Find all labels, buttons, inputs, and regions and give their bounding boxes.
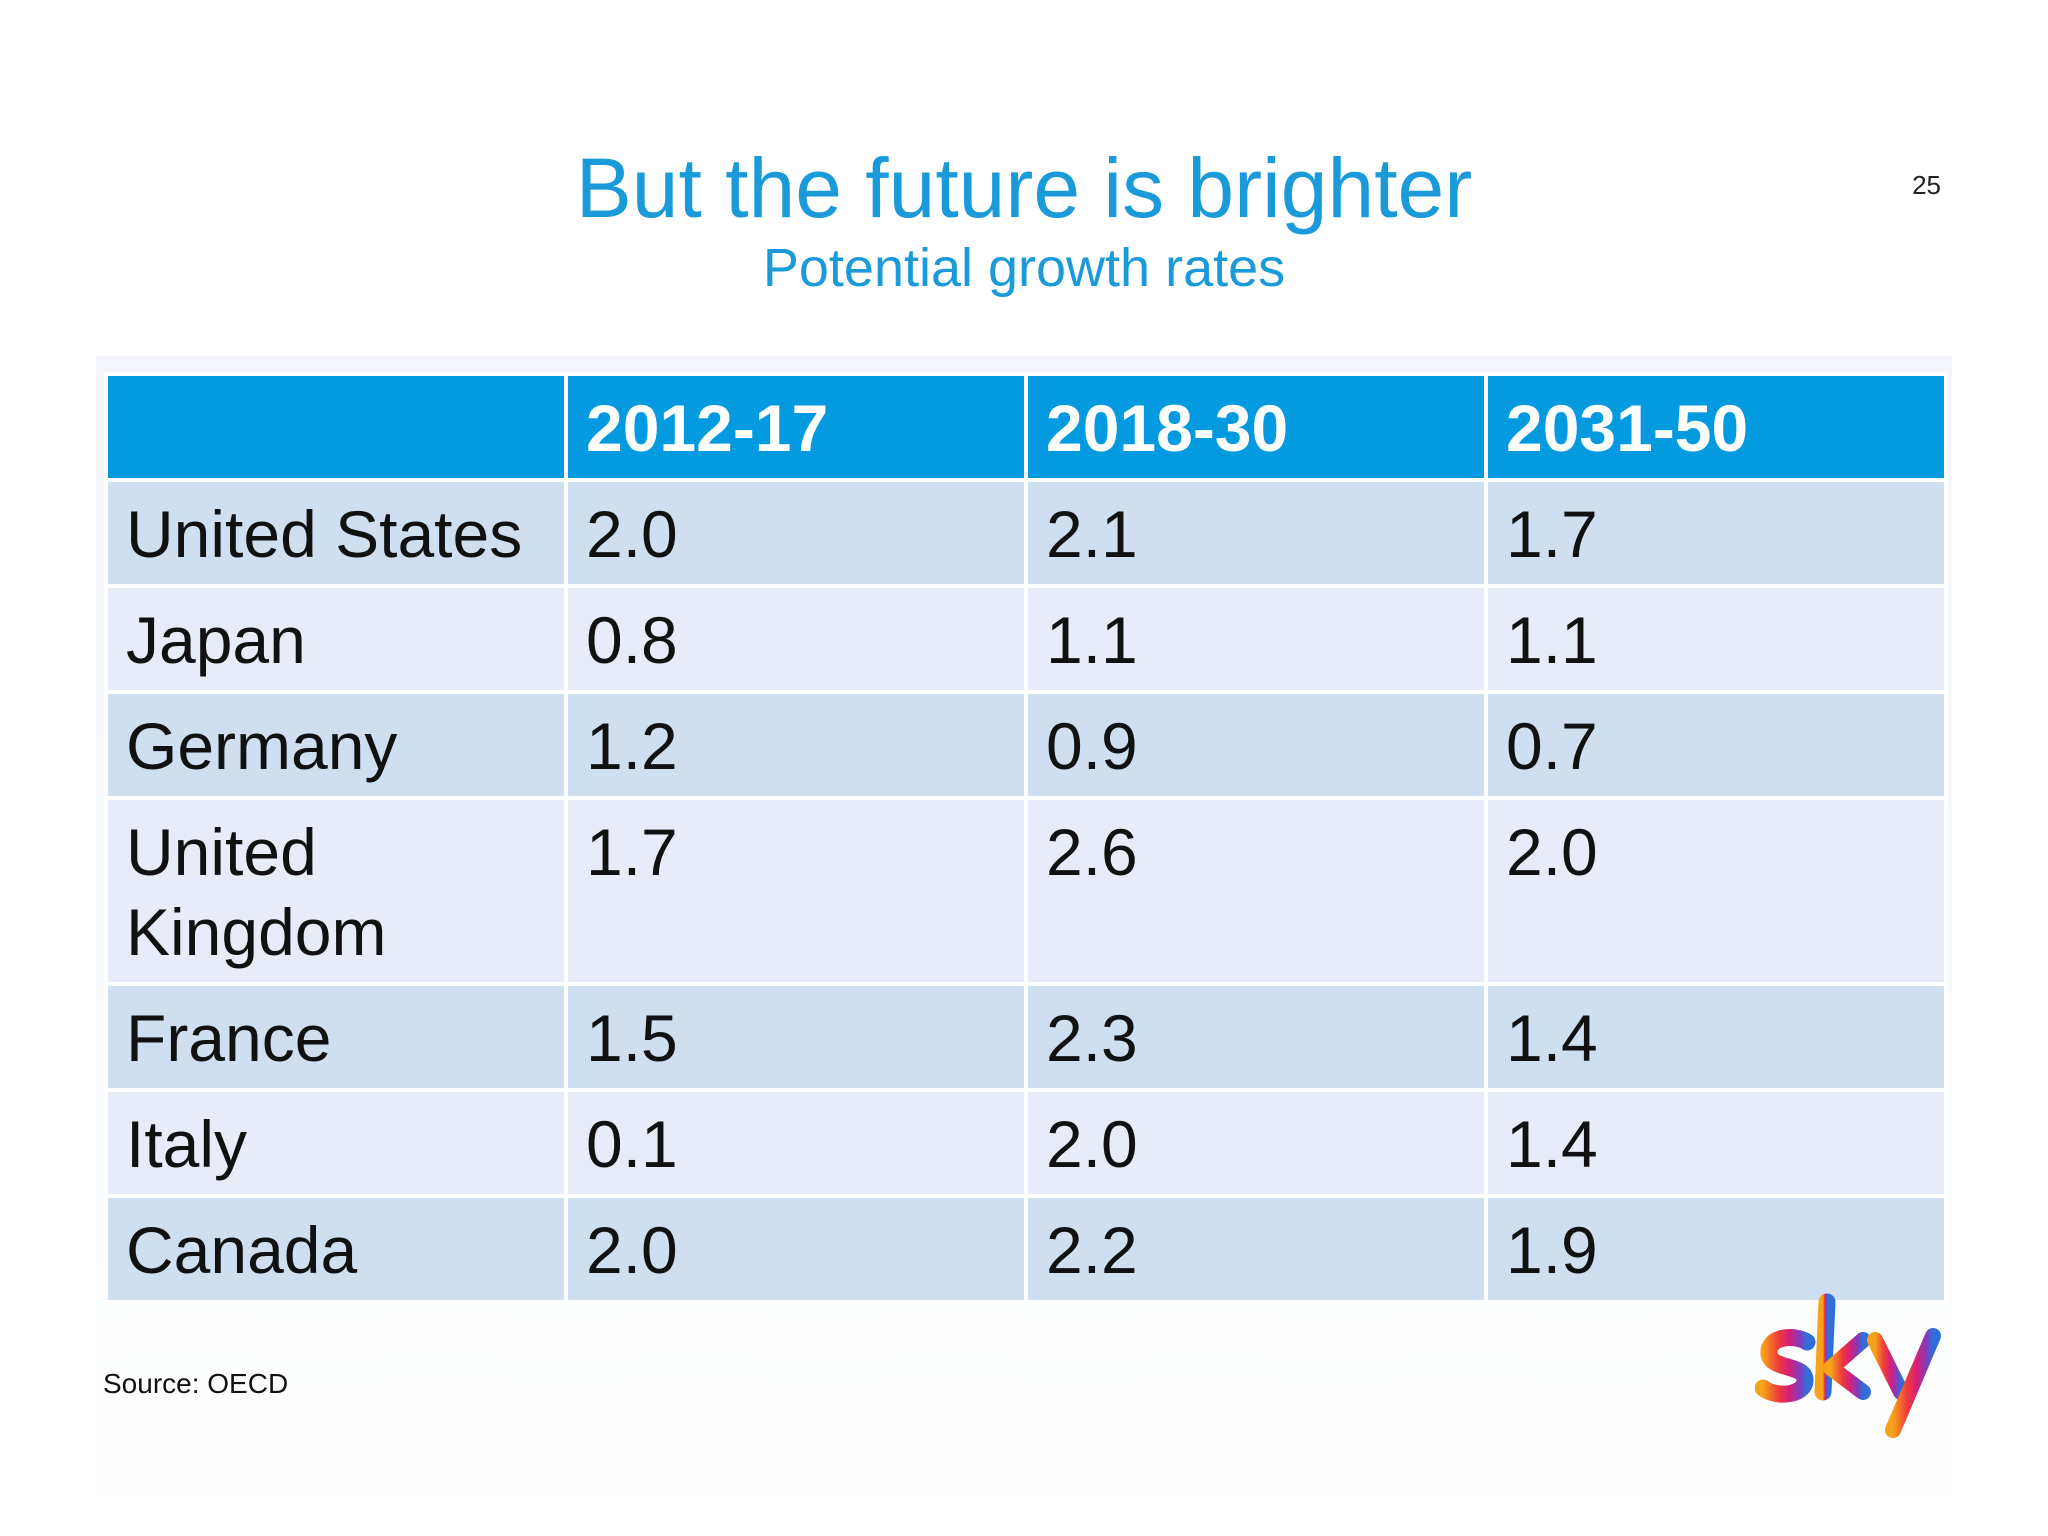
value-cell: 2.6 [1024, 796, 1488, 986]
country-cell: Japan [104, 584, 568, 694]
value-cell: 1.1 [1484, 584, 1948, 694]
value-cell: 2.0 [564, 1194, 1028, 1304]
source-note: Source: OECD [103, 1368, 289, 1399]
value-cell: 1.5 [564, 982, 1028, 1092]
country-cell: United States [104, 478, 568, 588]
header-cell-2012-17: 2012-17 [564, 372, 1028, 482]
value-cell: 1.7 [1484, 478, 1948, 588]
sky-logo [1755, 1293, 1941, 1438]
value-cell: 0.8 [564, 584, 1028, 694]
value-cell: 1.1 [1024, 584, 1488, 694]
value-cell: 1.4 [1484, 1088, 1948, 1198]
value-cell: 2.2 [1024, 1194, 1488, 1304]
country-cell: United Kingdom [104, 796, 568, 986]
table-body: United States 2.0 2.1 1.7 Japan 0.8 1.1 1.1 Germ… [104, 478, 1948, 1304]
table-row: United States 2.0 2.1 1.7 [104, 478, 1948, 588]
table-row: France 1.5 2.3 1.4 [104, 982, 1948, 1092]
value-cell: 2.0 [1024, 1088, 1488, 1198]
table-row: United Kingdom 1.7 2.6 2.0 [104, 796, 1948, 986]
page-number: 25 [1912, 170, 1941, 200]
country-cell: Germany [104, 690, 568, 800]
value-cell: 2.1 [1024, 478, 1488, 588]
value-cell: 0.9 [1024, 690, 1488, 800]
growth-rates-table: 2012-17 2018-30 2031-50 United States 2.0… [104, 372, 1948, 1304]
value-cell: 0.1 [564, 1088, 1028, 1198]
value-cell: 2.3 [1024, 982, 1488, 1092]
country-cell: Canada [104, 1194, 568, 1304]
header-cell-blank [104, 372, 568, 482]
value-cell: 1.7 [564, 796, 1028, 986]
header-cell-2018-30: 2018-30 [1024, 372, 1488, 482]
table-row: Canada 2.0 2.2 1.9 [104, 1194, 1948, 1304]
value-cell: 0.7 [1484, 690, 1948, 800]
table-row: Germany 1.2 0.9 0.7 [104, 690, 1948, 800]
table-row: Japan 0.8 1.1 1.1 [104, 584, 1948, 694]
table-row: Italy 0.1 2.0 1.4 [104, 1088, 1948, 1198]
table-header-row: 2012-17 2018-30 2031-50 [104, 372, 1948, 482]
value-cell: 2.0 [1484, 796, 1948, 986]
header-cell-2031-50: 2031-50 [1484, 372, 1948, 482]
slide-subtitle: Potential growth rates [762, 238, 1286, 298]
value-cell: 1.9 [1484, 1194, 1948, 1304]
value-cell: 2.0 [564, 478, 1028, 588]
value-cell: 1.2 [564, 690, 1028, 800]
value-cell: 1.4 [1484, 982, 1948, 1092]
country-cell: France [104, 982, 568, 1092]
slide-title: But the future is brighter [575, 141, 1473, 235]
country-cell: Italy [104, 1088, 568, 1198]
